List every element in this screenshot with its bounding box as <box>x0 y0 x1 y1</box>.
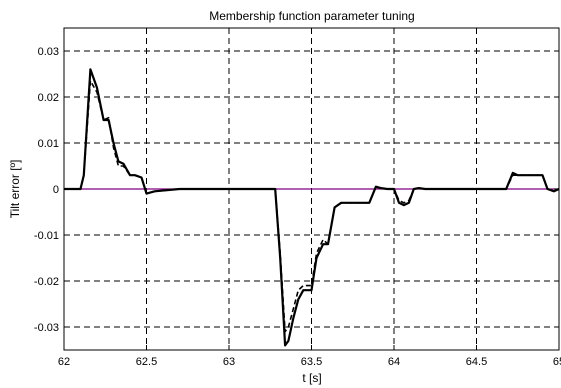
y-tick-label: -0.01 <box>34 230 59 242</box>
y-tick-label: -0.03 <box>34 322 59 334</box>
y-tick-label: -0.02 <box>34 276 59 288</box>
x-tick-label: 63 <box>223 356 235 368</box>
y-tick-label: 0.02 <box>38 92 59 104</box>
x-axis-ticks: 62 62.5 63 63.5 64 64.5 65 <box>58 28 561 368</box>
y-tick-label: 0.03 <box>38 46 59 58</box>
x-axis-label: t [s] <box>302 371 321 385</box>
x-tick-label: 65 <box>553 356 561 368</box>
x-tick-label: 64.5 <box>466 356 487 368</box>
series-line-dashed <box>64 80 560 333</box>
x-tick-label: 62 <box>58 356 70 368</box>
chart-title: Membership function parameter tuning <box>209 9 414 23</box>
x-tick-label: 64 <box>388 356 400 368</box>
series-group <box>64 68 560 347</box>
y-axis-ticks: 0.03 0.02 0.01 0 -0.01 -0.02 -0.03 <box>34 46 559 334</box>
y-tick-label: 0.01 <box>38 138 59 150</box>
x-tick-label: 62.5 <box>136 356 157 368</box>
x-tick-label: 63.5 <box>301 356 322 368</box>
y-tick-label: 0 <box>53 184 59 196</box>
y-axis-label: Tilt error [º] <box>8 160 22 219</box>
